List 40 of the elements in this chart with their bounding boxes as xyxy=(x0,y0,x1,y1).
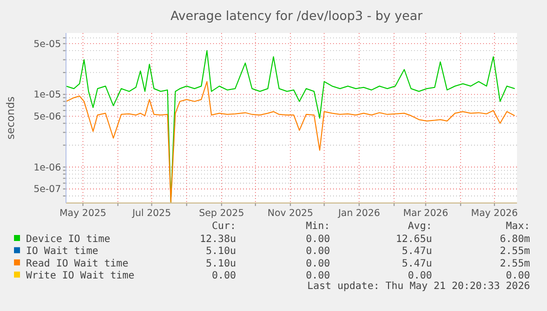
y-axis-title: seconds xyxy=(5,96,17,140)
text: 0.00 xyxy=(506,270,530,282)
legend-label: Write IO Wait time xyxy=(26,270,134,282)
y-tick-label: 5e-05 xyxy=(34,38,61,50)
y-tick-label: 5e-06 xyxy=(34,112,61,123)
text: 0.00 xyxy=(212,270,236,282)
text: Min: xyxy=(306,221,330,232)
line-series xyxy=(66,81,516,203)
x-tick-label: Nov 2025 xyxy=(267,208,314,219)
text: Avg: xyxy=(408,221,432,232)
text: 5.10u xyxy=(206,258,236,270)
x-tick-label: Sep 2025 xyxy=(199,208,244,219)
x-tick-label: May 2026 xyxy=(471,208,518,219)
text: 0.00 xyxy=(306,258,330,270)
x-tick-label: Jul 2025 xyxy=(131,208,172,219)
text: 2.55m xyxy=(500,258,530,270)
text: Cur: xyxy=(212,221,236,232)
text: Last update: Thu May 21 20:20:33 2026 xyxy=(307,281,530,292)
text: 0.00 xyxy=(306,270,330,282)
text: 6.80m xyxy=(500,234,530,245)
text: Max: xyxy=(506,221,530,232)
text: 0.00 xyxy=(306,246,330,258)
legend-label: Device IO time xyxy=(26,234,110,245)
text: 5.47u xyxy=(402,246,432,258)
chart-title: Average latency for /dev/loop3 - by year xyxy=(170,8,424,23)
text: 2.55m xyxy=(500,246,530,258)
legend-label: IO Wait time xyxy=(26,246,98,258)
text: 0.00 xyxy=(306,234,330,245)
text: 0.00 xyxy=(408,270,432,282)
text: 5.47u xyxy=(402,258,432,270)
text: 5.10u xyxy=(206,246,236,258)
y-tick-label: 5e-07 xyxy=(34,184,61,196)
y-tick-label: 1e-05 xyxy=(34,90,61,101)
legend-label: Read IO Wait time xyxy=(26,258,128,270)
text: 12.65u xyxy=(396,234,432,245)
x-tick-label: Jan 2026 xyxy=(337,208,380,219)
x-tick-label: May 2025 xyxy=(59,208,106,219)
text: 12.38u xyxy=(200,234,236,245)
y-tick-label: 1e-06 xyxy=(34,162,61,174)
x-tick-label: Mar 2026 xyxy=(403,208,448,219)
